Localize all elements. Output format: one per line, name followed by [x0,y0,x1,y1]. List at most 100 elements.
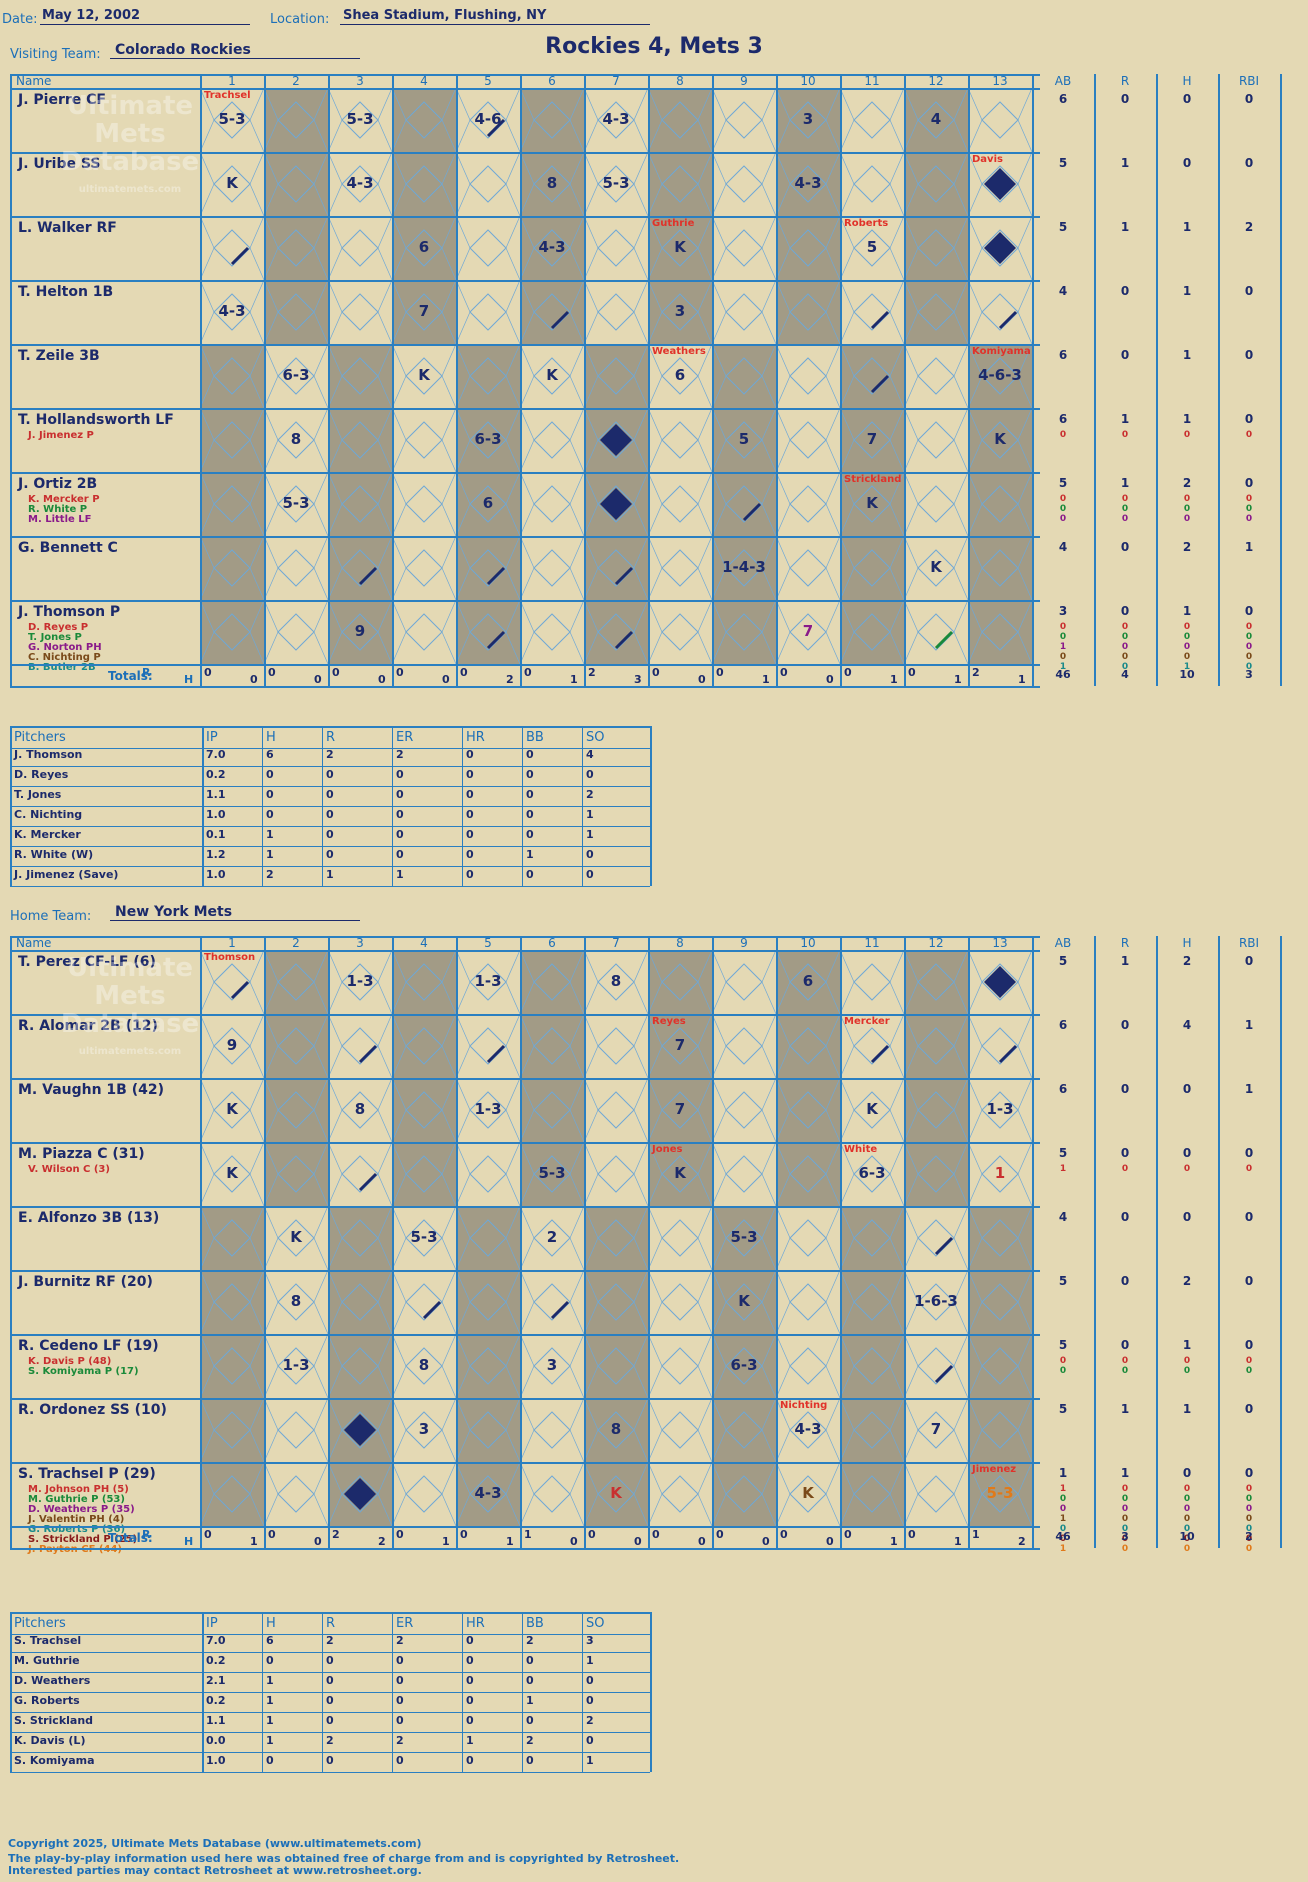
at-bat-cell[interactable] [840,1142,904,1206]
at-bat-cell[interactable] [328,408,392,472]
at-bat-cell[interactable] [456,1142,520,1206]
at-bat-cell[interactable] [200,1462,264,1526]
at-bat-cell[interactable] [840,152,904,216]
at-bat-cell[interactable] [648,600,712,664]
at-bat-cell[interactable] [456,1334,520,1398]
at-bat-cell[interactable] [392,280,456,344]
at-bat-cell[interactable] [904,1206,968,1270]
at-bat-cell[interactable] [392,216,456,280]
at-bat-cell[interactable] [200,1398,264,1462]
at-bat-cell[interactable] [264,472,328,536]
at-bat-cell[interactable] [392,472,456,536]
at-bat-cell[interactable] [520,280,584,344]
at-bat-cell[interactable] [456,1462,520,1526]
at-bat-cell[interactable] [904,152,968,216]
at-bat-cell[interactable] [200,600,264,664]
at-bat-cell[interactable] [264,88,328,152]
at-bat-cell[interactable] [200,536,264,600]
at-bat-cell[interactable] [456,152,520,216]
at-bat-cell[interactable] [456,88,520,152]
at-bat-cell[interactable] [840,88,904,152]
at-bat-cell[interactable] [520,1078,584,1142]
at-bat-cell[interactable] [840,344,904,408]
at-bat-cell[interactable] [328,1014,392,1078]
at-bat-cell[interactable] [200,1334,264,1398]
at-bat-cell[interactable] [712,216,776,280]
at-bat-cell[interactable] [520,600,584,664]
at-bat-cell[interactable] [456,280,520,344]
at-bat-cell[interactable] [200,152,264,216]
at-bat-cell[interactable] [392,1206,456,1270]
at-bat-cell[interactable] [200,88,264,152]
at-bat-cell[interactable] [392,344,456,408]
at-bat-cell[interactable] [264,600,328,664]
at-bat-cell[interactable] [584,344,648,408]
at-bat-cell[interactable] [904,88,968,152]
at-bat-cell[interactable] [264,408,328,472]
at-bat-cell[interactable] [776,408,840,472]
at-bat-cell[interactable] [776,280,840,344]
at-bat-cell[interactable] [712,280,776,344]
at-bat-cell[interactable] [648,536,712,600]
at-bat-cell[interactable] [264,1334,328,1398]
at-bat-cell[interactable] [776,472,840,536]
at-bat-cell[interactable] [584,216,648,280]
at-bat-cell[interactable] [328,1142,392,1206]
at-bat-cell[interactable] [648,1014,712,1078]
at-bat-cell[interactable] [328,1078,392,1142]
at-bat-cell[interactable] [840,280,904,344]
at-bat-cell[interactable] [968,600,1032,664]
at-bat-cell[interactable] [520,1142,584,1206]
at-bat-cell[interactable] [648,152,712,216]
at-bat-cell[interactable] [456,600,520,664]
at-bat-cell[interactable] [520,1398,584,1462]
at-bat-cell[interactable] [712,1206,776,1270]
at-bat-cell[interactable] [200,1014,264,1078]
at-bat-cell[interactable] [520,1462,584,1526]
at-bat-cell[interactable] [776,344,840,408]
at-bat-cell[interactable] [648,1270,712,1334]
at-bat-cell[interactable] [968,1206,1032,1270]
at-bat-cell[interactable] [328,600,392,664]
at-bat-cell[interactable] [584,88,648,152]
at-bat-cell[interactable] [584,950,648,1014]
at-bat-cell[interactable] [712,536,776,600]
at-bat-cell[interactable] [200,1206,264,1270]
at-bat-cell[interactable] [392,1398,456,1462]
at-bat-cell[interactable] [968,472,1032,536]
at-bat-cell[interactable] [264,1270,328,1334]
at-bat-cell[interactable] [264,1206,328,1270]
at-bat-cell[interactable] [520,472,584,536]
at-bat-cell[interactable] [968,1078,1032,1142]
at-bat-cell[interactable] [264,1462,328,1526]
at-bat-cell[interactable] [456,344,520,408]
at-bat-cell[interactable] [200,1142,264,1206]
at-bat-cell[interactable] [264,280,328,344]
at-bat-cell[interactable] [840,1398,904,1462]
at-bat-cell[interactable] [584,1270,648,1334]
at-bat-cell[interactable] [776,1398,840,1462]
at-bat-cell[interactable] [712,152,776,216]
at-bat-cell[interactable] [328,344,392,408]
at-bat-cell[interactable] [840,1462,904,1526]
at-bat-cell[interactable] [648,1398,712,1462]
at-bat-cell[interactable] [840,1078,904,1142]
at-bat-cell[interactable] [200,1270,264,1334]
at-bat-cell[interactable] [968,1462,1032,1526]
at-bat-cell[interactable] [456,216,520,280]
at-bat-cell[interactable] [648,1078,712,1142]
at-bat-cell[interactable] [904,1078,968,1142]
at-bat-cell[interactable] [584,1398,648,1462]
at-bat-cell[interactable] [712,1462,776,1526]
at-bat-cell[interactable] [648,88,712,152]
at-bat-cell[interactable] [328,950,392,1014]
at-bat-cell[interactable] [520,1014,584,1078]
at-bat-cell[interactable] [648,1334,712,1398]
at-bat-cell[interactable] [456,1078,520,1142]
at-bat-cell[interactable] [776,1142,840,1206]
at-bat-cell[interactable] [584,152,648,216]
at-bat-cell[interactable] [264,216,328,280]
at-bat-cell[interactable] [712,600,776,664]
at-bat-cell[interactable] [520,216,584,280]
at-bat-cell[interactable] [776,1462,840,1526]
